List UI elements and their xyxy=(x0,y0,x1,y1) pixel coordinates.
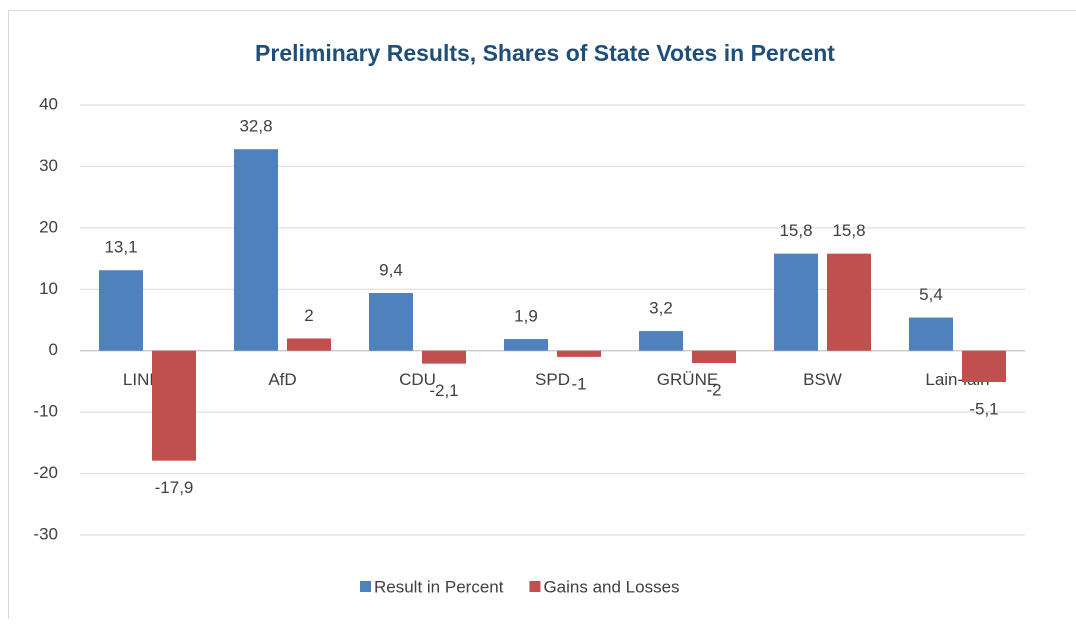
value-label: -1 xyxy=(571,374,586,393)
y-tick-label: -30 xyxy=(33,524,58,543)
bar xyxy=(287,338,331,350)
bar xyxy=(422,351,466,364)
bar xyxy=(774,254,818,351)
bar xyxy=(557,351,601,357)
y-tick-label: 0 xyxy=(49,340,58,359)
value-label: 9,4 xyxy=(379,260,403,279)
value-label: -5,1 xyxy=(969,400,998,419)
bar xyxy=(827,254,871,351)
value-label: -2,1 xyxy=(429,381,458,400)
bar xyxy=(369,293,413,351)
y-tick-label: -10 xyxy=(33,402,58,421)
x-tick-label: AfD xyxy=(268,370,296,389)
value-label: 32,8 xyxy=(239,117,272,136)
bar xyxy=(962,351,1006,382)
value-label: 3,2 xyxy=(649,299,673,318)
y-tick-label: 10 xyxy=(39,279,58,298)
legend-swatch xyxy=(529,581,540,592)
chart-border xyxy=(9,11,1076,620)
value-label: 1,9 xyxy=(514,307,538,326)
x-tick-label: SPD xyxy=(535,370,570,389)
value-label: -17,9 xyxy=(155,478,194,497)
y-tick-label: 30 xyxy=(39,156,58,175)
value-label: 15,8 xyxy=(779,221,812,240)
bar xyxy=(639,331,683,351)
bar xyxy=(152,351,196,461)
chart-title: Preliminary Results, Shares of State Vot… xyxy=(255,40,835,66)
value-label: 2 xyxy=(304,306,313,325)
y-tick-label: 40 xyxy=(39,94,58,113)
value-label: 5,4 xyxy=(919,285,943,304)
bar xyxy=(909,318,953,351)
bar xyxy=(692,351,736,363)
bar xyxy=(99,270,143,350)
legend-swatch xyxy=(360,581,371,592)
bar xyxy=(234,149,278,350)
value-label: 15,8 xyxy=(832,221,865,240)
value-label: -2 xyxy=(706,380,721,399)
value-label: 13,1 xyxy=(104,238,137,257)
x-tick-label: BSW xyxy=(803,370,842,389)
bar xyxy=(504,339,548,351)
y-tick-label: 20 xyxy=(39,217,58,236)
y-tick-label: -20 xyxy=(33,463,58,482)
legend-label: Gains and Losses xyxy=(543,577,679,596)
legend-label: Result in Percent xyxy=(374,577,504,596)
